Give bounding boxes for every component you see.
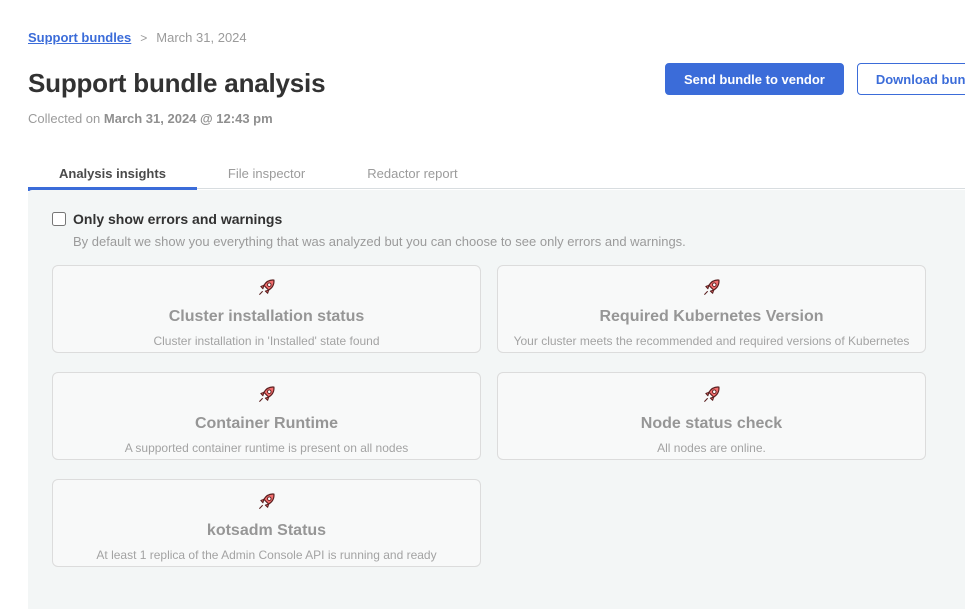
- header-actions: Send bundle to vendor Download bundle: [665, 63, 965, 95]
- insight-card-node-status: Node status check All nodes are online.: [497, 372, 926, 460]
- collected-on-line: Collected on March 31, 2024 @ 12:43 pm: [28, 111, 273, 126]
- rocket-icon: [256, 384, 277, 405]
- insight-message: Cluster installation in 'Installed' stat…: [153, 334, 380, 348]
- insight-card-kotsadm-status: kotsadm Status At least 1 replica of the…: [52, 479, 481, 567]
- collected-date: March 31, 2024 @ 12:43 pm: [103, 111, 273, 126]
- insight-title: kotsadm Status: [206, 522, 327, 539]
- page-title: Support bundle analysis: [28, 68, 326, 98]
- tab-redactor-report[interactable]: Redactor report: [367, 166, 458, 181]
- rocket-icon: [256, 277, 277, 298]
- collected-prefix: Collected on: [28, 111, 101, 126]
- insight-message: All nodes are online.: [657, 441, 766, 455]
- insight-title: Cluster installation status: [168, 308, 365, 325]
- insight-card-kubernetes-version: Required Kubernetes Version Your cluster…: [497, 265, 926, 353]
- tab-bar: Analysis insights File inspector Redacto…: [28, 160, 965, 191]
- insight-card-cluster-installation: Cluster installation status Cluster inst…: [52, 265, 481, 353]
- breadcrumb-support-bundles-link[interactable]: Support bundles: [28, 30, 132, 45]
- breadcrumb-current: March 31, 2024: [156, 30, 247, 45]
- filter-row: Only show errors and warnings: [52, 211, 941, 227]
- insight-message: At least 1 replica of the Admin Console …: [96, 548, 437, 562]
- insight-message: Your cluster meets the recommended and r…: [513, 334, 910, 348]
- insight-cards-grid: Cluster installation status Cluster inst…: [52, 265, 926, 567]
- breadcrumb-separator: >: [140, 30, 148, 45]
- insight-title: Required Kubernetes Version: [599, 308, 824, 325]
- tab-analysis-insights[interactable]: Analysis insights: [28, 160, 197, 191]
- rocket-icon: [256, 491, 277, 512]
- insight-title: Container Runtime: [194, 415, 339, 432]
- insight-message: A supported container runtime is present…: [124, 441, 409, 455]
- breadcrumb: Support bundles > March 31, 2024: [28, 30, 247, 45]
- insight-title: Node status check: [640, 415, 783, 432]
- analysis-panel: Only show errors and warnings By default…: [28, 190, 965, 609]
- tab-file-inspector[interactable]: File inspector: [227, 166, 306, 181]
- send-bundle-button[interactable]: Send bundle to vendor: [665, 63, 844, 95]
- rocket-icon: [701, 384, 722, 405]
- rocket-icon: [701, 277, 722, 298]
- download-bundle-button[interactable]: Download bundle: [856, 63, 965, 95]
- filter-description: By default we show you everything that w…: [73, 234, 686, 249]
- insight-card-container-runtime: Container Runtime A supported container …: [52, 372, 481, 460]
- only-errors-checkbox[interactable]: [52, 212, 66, 226]
- only-errors-checkbox-label[interactable]: Only show errors and warnings: [73, 211, 283, 227]
